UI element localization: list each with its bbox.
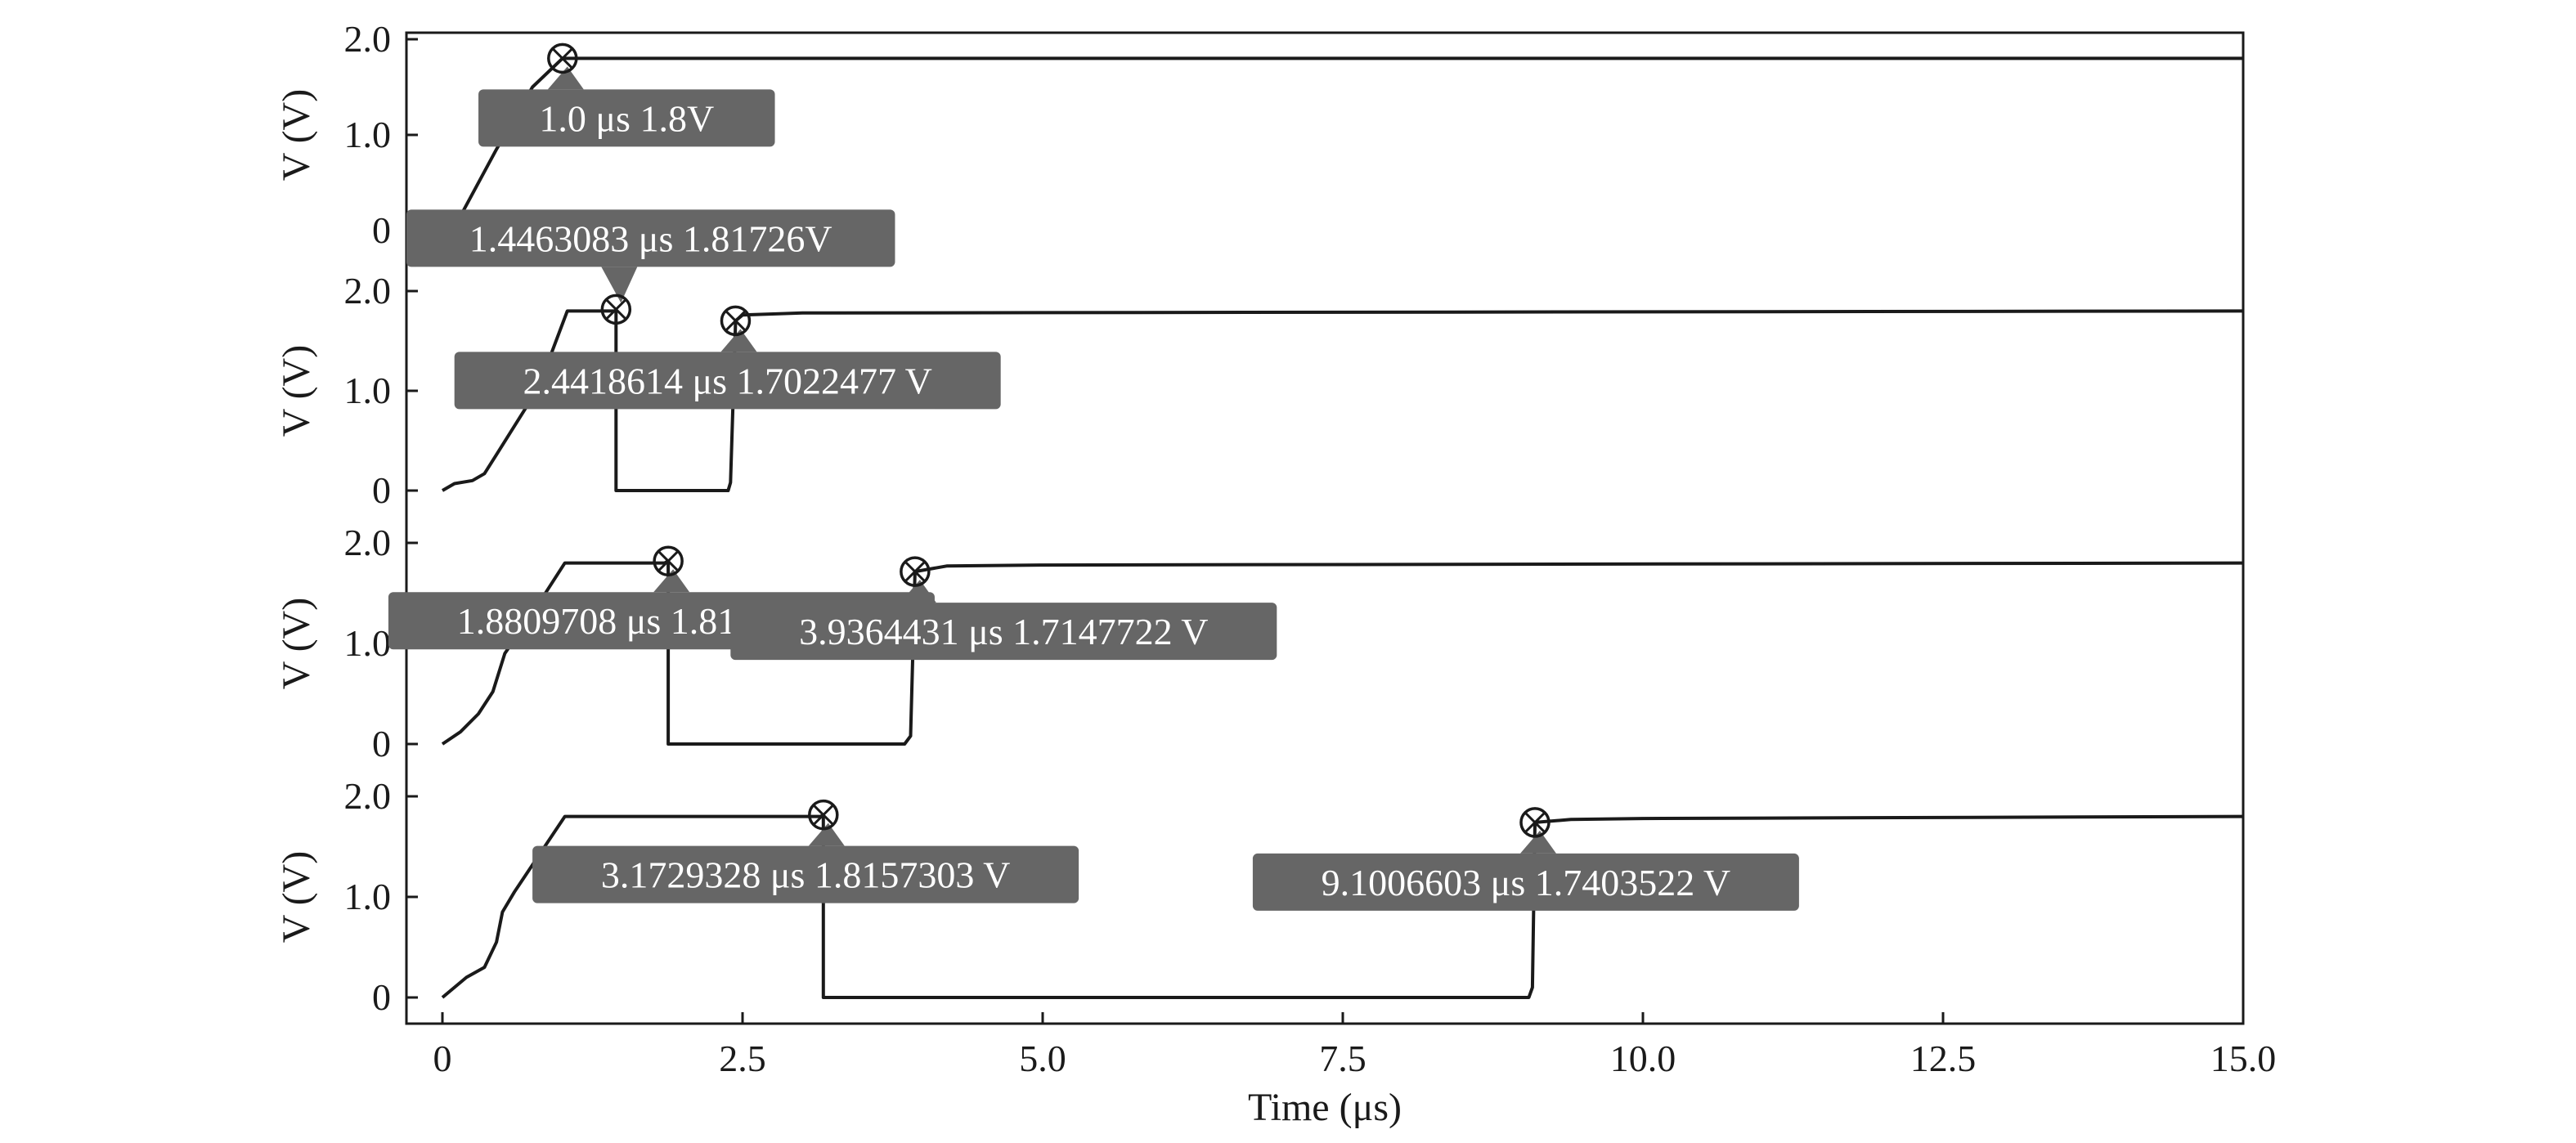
callout-box — [730, 603, 1277, 661]
marker-circle — [600, 294, 632, 325]
callout-label: 3.1729328 μs 1.8157303 V — [601, 854, 1010, 896]
x-axis-label: Time (μs) — [1248, 1086, 1402, 1129]
axes-layer: 0 2.5 5.0 7.5 10.0 12.5 15.0 Time (μs) 0 1.0 2.0 V … — [275, 18, 2276, 1129]
y-tick-label: 1.0 — [344, 622, 392, 664]
callouts-layer: 1.0 μs 1.8V 1.4463083 μs 1.81726V 2.441861… — [388, 66, 1799, 911]
marker-cross — [606, 299, 626, 320]
voltage-trace — [441, 559, 2244, 746]
callout-pointer — [720, 329, 757, 352]
callout-label: 1.0 μs 1.8V — [539, 97, 714, 139]
data-callout: 1.0 μs 1.8V — [478, 66, 775, 147]
callout-label: 1.4463083 μs 1.81726V — [469, 217, 832, 259]
x-tick-label: 0 — [433, 1038, 452, 1079]
data-callout: 3.1729328 μs 1.8157303 V — [532, 823, 1079, 903]
plot-frame — [405, 31, 2245, 1025]
y-tick-label: 1.0 — [344, 370, 392, 411]
callout-box — [406, 209, 895, 267]
data-marker — [720, 305, 752, 337]
x-tick-label: 15.0 — [2210, 1038, 2277, 1079]
callout-pointer — [1519, 830, 1556, 854]
marker-cross — [813, 805, 833, 825]
y-tick-label: 0 — [372, 209, 391, 251]
callout-box — [478, 89, 775, 147]
markers-layer — [547, 43, 1551, 838]
marker-circle — [808, 799, 839, 831]
callout-box — [532, 845, 1079, 903]
x-tick-label: 10.0 — [1610, 1038, 1676, 1079]
y-tick-label: 2.0 — [344, 270, 392, 312]
marker-cross — [1524, 812, 1546, 832]
y-tick-label: 1.0 — [344, 114, 392, 155]
x-tick-label: 2.5 — [719, 1038, 766, 1079]
y-tick-label: 0 — [372, 976, 391, 1018]
x-tick-label: 7.5 — [1319, 1038, 1367, 1079]
y-tick-label: 0 — [372, 469, 391, 511]
y-axis-label: V (V) — [275, 851, 318, 943]
callout-label: 2.4418614 μs 1.7022477 V — [523, 360, 931, 401]
data-callout: 1.4463083 μs 1.81726V — [406, 209, 895, 303]
callout-pointer — [900, 580, 936, 603]
callout-pointer — [653, 569, 690, 593]
y-tick-label: 2.0 — [344, 522, 392, 563]
callout-box — [454, 352, 1001, 410]
marker-cross — [725, 311, 746, 331]
marker-circle — [1519, 807, 1551, 838]
callout-label: 3.9364431 μs 1.7147722 V — [799, 611, 1208, 652]
data-callout: 3.9364431 μs 1.7147722 V — [730, 580, 1277, 661]
y-axis-label: V (V) — [275, 89, 318, 181]
data-marker — [653, 545, 684, 576]
y-tick-label: 1.0 — [344, 876, 392, 917]
marker-circle — [720, 305, 752, 337]
marker-circle — [900, 556, 931, 587]
data-marker — [547, 43, 578, 74]
data-marker — [900, 556, 931, 587]
data-marker — [808, 799, 839, 831]
marker-cross — [552, 48, 572, 69]
callout-label: 9.1006603 μs 1.7403522 V — [1322, 862, 1730, 903]
callout-pointer — [808, 823, 845, 846]
data-marker — [1519, 807, 1551, 838]
x-tick-label: 12.5 — [1910, 1038, 1977, 1079]
y-axis-label: V (V) — [275, 598, 318, 689]
y-tick-label: 2.0 — [344, 18, 392, 60]
marker-cross — [658, 551, 679, 572]
callout-pointer — [601, 267, 638, 303]
data-callout: 2.4418614 μs 1.7022477 V — [454, 329, 1001, 410]
callout-box — [1252, 853, 1799, 911]
x-tick-label: 5.0 — [1019, 1038, 1066, 1079]
y-tick-label: 0 — [372, 723, 391, 764]
data-marker — [600, 294, 632, 325]
data-callout: 9.1006603 μs 1.7403522 V — [1252, 830, 1799, 911]
callout-pointer — [547, 66, 584, 90]
marker-cross — [904, 562, 925, 582]
y-tick-label: 2.0 — [344, 775, 392, 817]
marker-circle — [653, 545, 684, 576]
y-axis-label: V (V) — [275, 345, 318, 437]
marker-circle — [547, 43, 578, 74]
